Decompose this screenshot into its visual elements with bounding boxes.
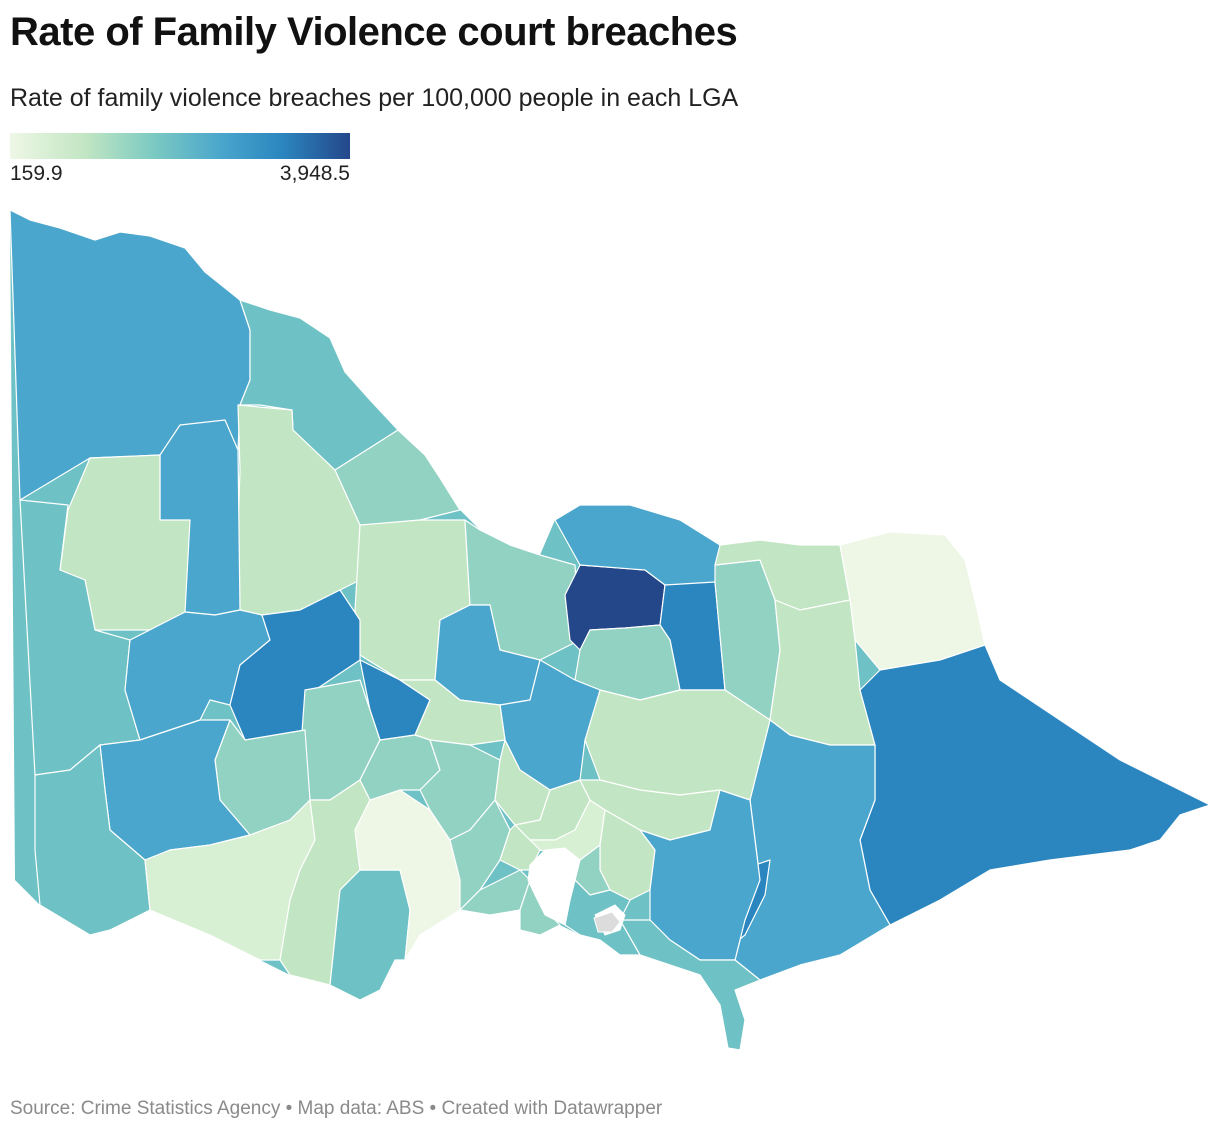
lga-mount-alexander <box>399 679 506 746</box>
port-phillip-bay <box>527 847 581 926</box>
legend-min-label: 159.9 <box>10 162 63 185</box>
legend-max-label: 3,948.5 <box>279 162 350 185</box>
lga-east-gippsland <box>859 644 1211 926</box>
legend-gradient-bar <box>10 133 350 159</box>
lga-south-gippsland <box>619 919 761 1051</box>
chart-subtitle: Rate of family violence breaches per 100… <box>10 84 739 112</box>
color-legend: 159.9 3,948.5 <box>10 133 350 185</box>
source-footer: Source: Crime Statistics Agency • Map da… <box>10 1098 663 1119</box>
choropleth-map <box>9 209 1211 1051</box>
lga-greater-geelong <box>459 869 531 916</box>
lga-northern-grampians <box>124 609 271 741</box>
lga-colac-otway <box>329 869 411 1001</box>
chart-title: Rate of Family Violence court breaches <box>10 10 738 54</box>
legend-labels: 159.9 3,948.5 <box>10 159 350 185</box>
lga-no-data <box>593 911 621 933</box>
